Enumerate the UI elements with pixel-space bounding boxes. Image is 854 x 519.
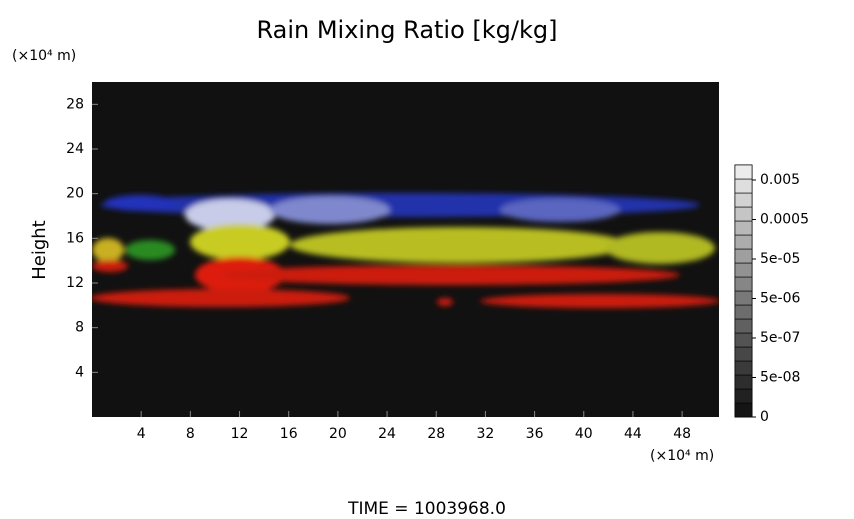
y-tick-label: 16 xyxy=(66,230,84,246)
colorbar-band xyxy=(734,262,753,278)
colorbar-band xyxy=(734,304,753,320)
colorbar-band xyxy=(734,234,753,250)
x-tick-label: 20 xyxy=(329,426,347,442)
y-tick-label: 20 xyxy=(66,186,84,202)
y-tick-label: 12 xyxy=(66,275,84,291)
y-tick-label: 28 xyxy=(66,96,84,112)
y-tick-label: 4 xyxy=(75,364,84,380)
colorbar-tick-label: 5e-07 xyxy=(760,330,800,346)
colorbar-band xyxy=(734,318,753,334)
y-axis-label: Height xyxy=(29,220,50,280)
colorbar-band xyxy=(734,192,753,208)
colorbar-band xyxy=(734,402,753,418)
colorbar-band xyxy=(734,220,753,236)
colorbar-tick-label: 5e-05 xyxy=(760,251,800,267)
x-tick-label: 16 xyxy=(280,426,298,442)
colorbar-band xyxy=(734,178,753,194)
colorbar-band xyxy=(734,332,753,348)
x-tick-label: 12 xyxy=(231,426,249,442)
colorbar-tick-label: 0.0005 xyxy=(760,212,809,228)
y-unit: (×10⁴ m) xyxy=(12,48,76,64)
colorbar-band xyxy=(734,206,753,222)
time-label: TIME = 1003968.0 xyxy=(347,499,506,519)
x-tick-label: 44 xyxy=(624,426,642,442)
colorbar-tick-label: 0.005 xyxy=(760,172,800,188)
x-tick-label: 48 xyxy=(673,426,691,442)
colorbar-band xyxy=(734,388,753,404)
colorbar-band xyxy=(734,360,753,376)
colorbar-tick-label: 0 xyxy=(760,409,769,425)
x-tick-label: 32 xyxy=(476,426,494,442)
colorbar-band xyxy=(734,290,753,306)
colorbar-band xyxy=(734,276,753,292)
rendered-field xyxy=(92,193,719,308)
colorbar-band xyxy=(734,248,753,264)
x-tick-label: 36 xyxy=(526,426,544,442)
x-tick-label: 24 xyxy=(378,426,396,442)
chart-title: Rain Mixing Ratio [kg/kg] xyxy=(256,16,557,44)
x-tick-label: 8 xyxy=(186,426,195,442)
colorbar-tick-label: 5e-06 xyxy=(760,291,800,307)
colorbar-tick-label: 5e-08 xyxy=(760,370,800,386)
x-tick-label: 40 xyxy=(575,426,593,442)
colorbar-band xyxy=(734,374,753,390)
x-tick-label: 28 xyxy=(427,426,445,442)
colorbar-band xyxy=(734,346,753,362)
x-tick-label: 4 xyxy=(137,426,146,442)
x-unit: (×10⁴ m) xyxy=(650,448,714,464)
y-tick-label: 8 xyxy=(75,320,84,336)
y-tick-label: 24 xyxy=(66,141,84,157)
colorbar-band xyxy=(734,164,753,180)
